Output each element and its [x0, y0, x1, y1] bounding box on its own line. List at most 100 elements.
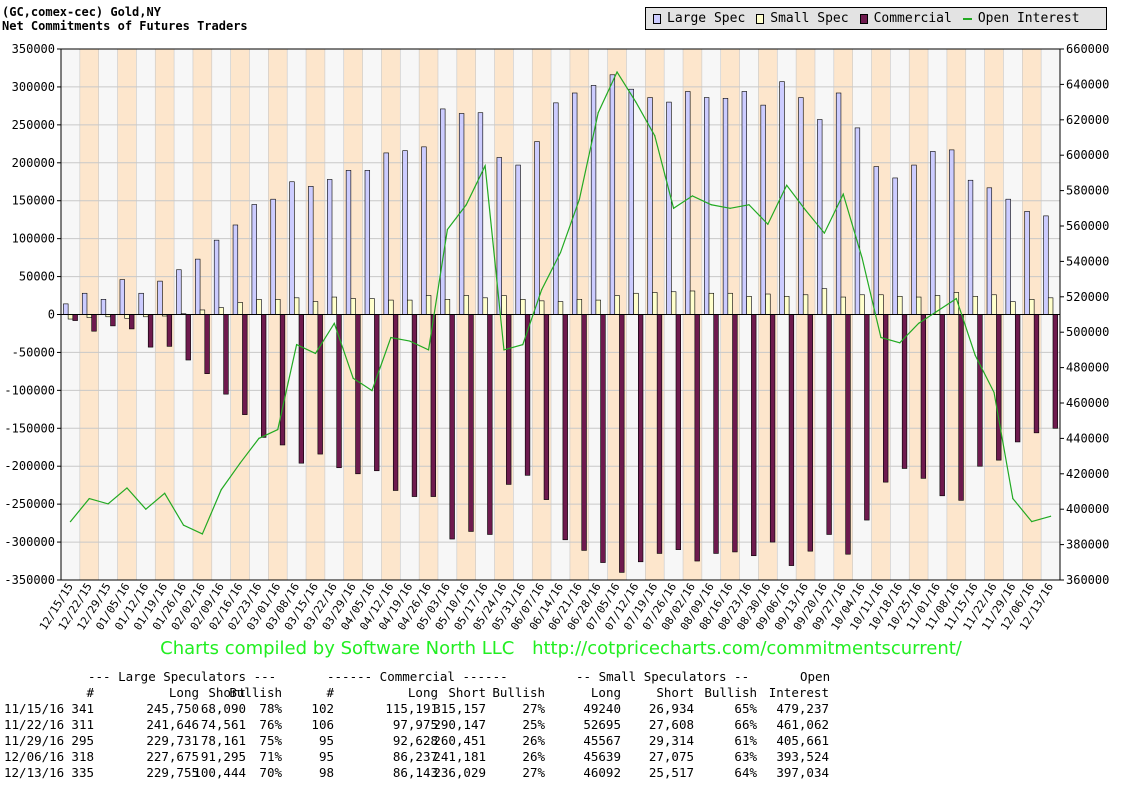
- bar: [185, 314, 191, 361]
- table-cell: 405,661: [776, 733, 829, 748]
- bar: [506, 314, 512, 485]
- table-cell: 27%: [522, 765, 545, 780]
- open-interest-point: [918, 322, 920, 324]
- bar: [449, 314, 455, 540]
- bar: [223, 314, 229, 395]
- open-interest-point: [936, 310, 939, 312]
- y-tick-label-right: 360000: [1066, 573, 1109, 587]
- bar: [1029, 299, 1035, 315]
- bar: [539, 300, 545, 315]
- bar: [72, 314, 78, 321]
- y-tick-label-left: -350000: [4, 573, 55, 587]
- open-interest-point: [164, 492, 166, 494]
- bar: [317, 314, 323, 455]
- open-interest-point: [691, 195, 694, 197]
- bar: [840, 296, 846, 315]
- table-cell: 115,191: [385, 701, 438, 716]
- y-tick-label-right: 520000: [1066, 290, 1109, 304]
- bar: [996, 314, 1002, 461]
- table-column-header: Long: [590, 685, 621, 700]
- table-group-header: Open: [800, 669, 831, 684]
- bar: [129, 314, 135, 330]
- bar: [119, 279, 125, 315]
- bar: [388, 299, 394, 315]
- table-cell: 245,750: [146, 701, 199, 716]
- open-interest-point: [182, 524, 185, 526]
- bar: [765, 293, 771, 315]
- bar: [383, 152, 389, 315]
- y-tick-label-left: 50000: [19, 270, 55, 284]
- table-cell: 86,237: [392, 749, 438, 764]
- bar: [553, 102, 559, 315]
- open-interest-point: [484, 165, 486, 167]
- y-tick-label-right: 440000: [1066, 431, 1109, 445]
- bar: [1010, 301, 1016, 315]
- bar: [477, 112, 484, 315]
- open-interest-point: [842, 193, 844, 195]
- bar: [487, 314, 493, 535]
- open-interest-point: [804, 209, 807, 211]
- table-row-date: 11/15/16: [4, 701, 65, 716]
- table-cell: 65%: [734, 701, 757, 716]
- y-tick-label-right: 540000: [1066, 254, 1109, 268]
- y-tick-label-left: -150000: [4, 421, 55, 435]
- bar: [440, 108, 446, 315]
- open-interest-point: [541, 289, 543, 291]
- bar: [166, 314, 173, 347]
- open-interest-point: [258, 437, 260, 439]
- bar: [600, 314, 606, 563]
- y-tick-label-left: 0: [48, 308, 55, 322]
- bar: [656, 314, 663, 554]
- legend-label: Commercial: [873, 11, 952, 26]
- bar: [986, 187, 993, 315]
- bar: [864, 314, 870, 521]
- bar: [157, 280, 163, 315]
- table-row-date: 11/29/16: [4, 733, 65, 748]
- table-column-header: #: [86, 685, 94, 700]
- open-interest-point: [559, 251, 562, 254]
- bar: [176, 269, 182, 315]
- table-column-header: Bullish: [704, 685, 757, 700]
- table-cell: 397,034: [776, 765, 829, 780]
- open-interest-point: [239, 462, 241, 464]
- table-cell: 311: [71, 717, 94, 732]
- bar: [67, 314, 74, 320]
- open-interest-point: [88, 497, 90, 500]
- bar: [637, 314, 644, 563]
- open-interest-point: [409, 340, 411, 342]
- bar: [769, 314, 776, 543]
- credit-url[interactable]: http://cotpricecharts.com/commitmentscur…: [532, 638, 962, 659]
- bar: [703, 97, 710, 315]
- bar: [350, 298, 356, 315]
- bar: [977, 314, 983, 467]
- open-interest-point: [126, 487, 128, 489]
- legend-label: Large Spec: [667, 11, 746, 26]
- bar: [298, 314, 305, 464]
- legend-line-open-interest: [962, 17, 972, 20]
- table-cell: 78,161: [200, 733, 246, 748]
- series-large-spec: [63, 74, 1049, 315]
- bar: [345, 170, 352, 315]
- table-column-header: Interest: [768, 685, 829, 700]
- table-cell: 25%: [522, 717, 545, 732]
- table-column-header: Bullish: [229, 685, 282, 700]
- table-column-header: Long: [407, 685, 438, 700]
- bar: [807, 314, 813, 552]
- bar: [628, 88, 634, 315]
- bar: [788, 314, 795, 566]
- bar: [520, 299, 526, 315]
- bar: [746, 295, 752, 315]
- bar: [670, 291, 677, 315]
- table-cell: 25,517: [648, 765, 694, 780]
- bar: [369, 298, 375, 315]
- table-cell: 27,608: [648, 717, 694, 732]
- open-interest-point: [277, 428, 279, 431]
- legend-swatch-commercial: [859, 13, 868, 24]
- bar: [534, 141, 540, 315]
- legend-item-small-spec: Small Spec: [756, 11, 849, 26]
- y-tick-label-right: 400000: [1066, 502, 1109, 516]
- bar: [1005, 198, 1011, 315]
- table-cell: 49240: [583, 701, 621, 716]
- open-interest-point: [314, 352, 317, 355]
- open-interest-point: [974, 354, 976, 356]
